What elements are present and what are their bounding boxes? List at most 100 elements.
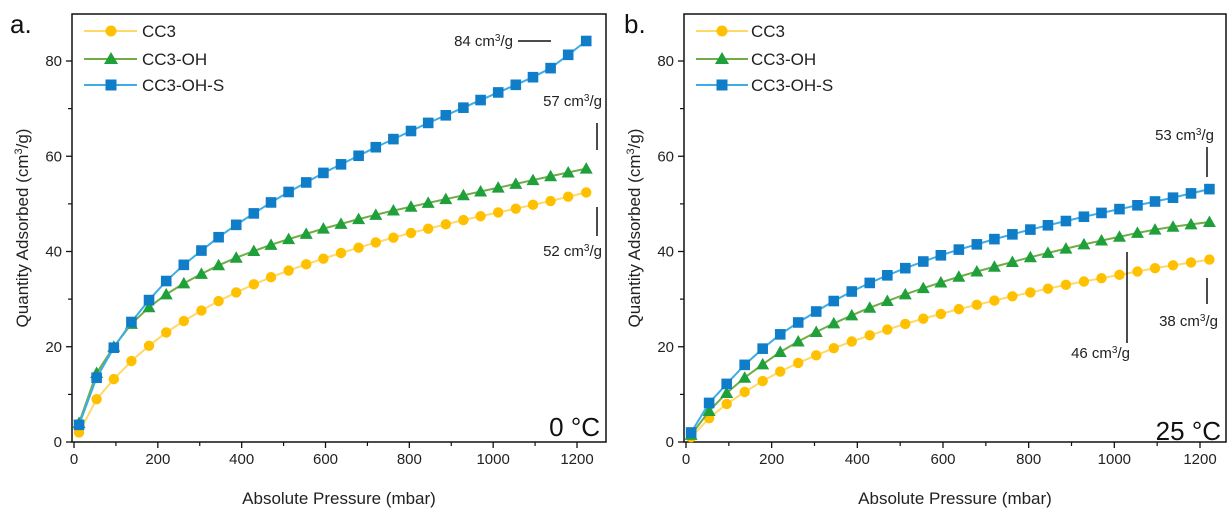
data-point-cc3-oh-s <box>1025 224 1036 235</box>
legend-marker-square <box>105 79 117 91</box>
data-point-cc3 <box>846 336 857 347</box>
y-tick-label: 20 <box>45 339 62 356</box>
legend-marker-triangle <box>715 52 729 64</box>
data-point-cc3-oh-s <box>422 117 434 129</box>
series-line-cc3-oh-s <box>78 40 587 426</box>
data-point-cc3 <box>196 305 207 316</box>
data-point-cc3-oh <box>334 217 348 229</box>
data-point-cc3 <box>510 203 522 214</box>
panel-a-y-axis: 0 20 40 60 80 <box>45 53 72 451</box>
data-point-cc3-oh-s <box>440 109 452 121</box>
data-point-cc3-oh-s <box>757 343 768 354</box>
y-tick-label: 40 <box>45 244 62 261</box>
panel-b-temperature-label: 25 °C <box>1156 416 1221 446</box>
data-point-cc3-oh-s <box>828 295 840 307</box>
series-line-cc3 <box>78 191 587 433</box>
data-point-cc3-oh-s <box>1167 192 1179 203</box>
data-point-cc3 <box>953 303 965 315</box>
data-point-cc3-oh <box>229 251 243 263</box>
x-tick-label: 400 <box>845 451 870 468</box>
data-point-cc3-oh-s <box>1204 183 1215 195</box>
annotation-cc3-oh-max: 57 cm3/g <box>543 93 602 110</box>
panel-a-temperature-label: 0 °C <box>549 412 600 442</box>
data-point-cc3 <box>1096 272 1107 284</box>
data-point-cc3-oh-s <box>230 219 242 231</box>
data-point-cc3-oh <box>1202 215 1216 227</box>
data-point-cc3-oh-s <box>510 79 522 91</box>
data-point-cc3 <box>301 259 312 270</box>
data-point-cc3 <box>405 227 417 239</box>
data-point-cc3 <box>918 313 929 324</box>
annotation-cc3-oh-max: 46 cm3/g <box>1071 345 1130 362</box>
data-point-cc3-oh-s <box>475 94 486 106</box>
data-point-cc3-oh <box>369 208 383 220</box>
data-point-cc3 <box>1042 283 1054 294</box>
data-point-cc3 <box>900 318 911 330</box>
data-point-cc3-oh-s <box>265 197 277 208</box>
legend-item-cc3: CC3 <box>696 22 785 41</box>
data-point-cc3-oh-s <box>562 49 574 61</box>
data-point-cc3 <box>864 330 875 341</box>
data-point-cc3-oh-s <box>580 35 592 47</box>
data-point-cc3 <box>1149 262 1161 274</box>
data-point-cc3-oh <box>212 258 226 271</box>
data-point-cc3 <box>1132 266 1143 277</box>
data-point-cc3 <box>811 350 822 361</box>
data-point-cc3 <box>1185 257 1197 268</box>
data-point-cc3-oh <box>299 227 313 239</box>
legend-item-cc3-oh: CC3-OH <box>696 50 816 69</box>
data-point-cc3-oh <box>1184 217 1198 230</box>
legend-label-cc3-oh: CC3-OH <box>142 50 207 69</box>
panel-b-y-axis: 0 20 40 60 80 <box>657 53 684 451</box>
data-point-cc3-oh <box>316 222 330 234</box>
panel-b-chart: b. 0 200 400 600 800 1000 1200 0 20 40 60 80 Absol… <box>624 9 1227 508</box>
y-tick-label: 40 <box>657 244 674 261</box>
data-point-cc3 <box>91 393 102 405</box>
data-point-cc3 <box>775 366 786 377</box>
data-point-cc3-oh-s <box>160 275 172 287</box>
data-point-cc3 <box>1025 287 1036 298</box>
data-point-cc3-oh <box>1130 226 1144 238</box>
data-point-cc3-oh-s <box>917 256 929 267</box>
data-point-cc3-oh-s <box>685 427 697 438</box>
data-point-cc3-oh <box>194 267 208 279</box>
data-point-cc3-oh <box>177 276 191 289</box>
data-point-cc3 <box>161 327 172 338</box>
legend-label-cc3: CC3 <box>751 22 785 41</box>
data-point-cc3-oh <box>421 196 435 208</box>
data-point-cc3-oh <box>1112 230 1126 242</box>
data-point-cc3-oh-s <box>900 262 911 274</box>
data-point-cc3-oh-s <box>1185 188 1197 199</box>
data-point-cc3 <box>562 191 574 202</box>
y-tick-label: 80 <box>45 53 62 70</box>
x-tick-label: 1000 <box>1098 451 1131 468</box>
data-point-cc3-oh-s <box>935 250 947 261</box>
data-point-cc3 <box>1204 254 1215 265</box>
data-point-cc3 <box>440 219 452 230</box>
data-point-cc3-oh-s <box>527 71 539 83</box>
data-point-cc3 <box>1114 269 1125 281</box>
data-point-cc3-oh <box>1059 242 1073 254</box>
x-tick-label: 0 <box>70 451 78 468</box>
panel-a-annotations: 84 cm3/g 57 cm3/g 52 cm3/g <box>454 33 602 260</box>
y-tick-label: 80 <box>657 53 674 70</box>
data-point-cc3-oh-s <box>1078 211 1090 223</box>
panel-a-legend: CC3 CC3-OH CC3-OH-S <box>84 22 224 95</box>
y-tick-label: 20 <box>657 339 674 356</box>
data-point-cc3-oh-s <box>388 133 399 145</box>
data-point-cc3-oh <box>456 188 470 201</box>
data-point-cc3 <box>1167 260 1179 271</box>
data-point-cc3-oh <box>987 260 1001 272</box>
data-point-cc3 <box>739 386 750 398</box>
data-point-cc3-oh-s <box>882 270 893 281</box>
data-point-cc3 <box>475 211 486 222</box>
x-tick-label: 800 <box>397 451 422 468</box>
data-point-cc3-oh-s <box>703 397 715 409</box>
data-point-cc3-oh-s <box>126 316 137 328</box>
data-point-cc3-oh <box>1166 220 1180 232</box>
data-point-cc3-oh <box>880 294 894 307</box>
data-point-cc3-oh <box>579 162 593 174</box>
panel-a-chart: a. 0 200 400 600 800 1000 1200 0 20 40 60 80 Absol… <box>10 9 607 508</box>
legend-marker-square <box>716 79 728 91</box>
legend-item-cc3-oh-s: CC3-OH-S <box>84 76 224 95</box>
